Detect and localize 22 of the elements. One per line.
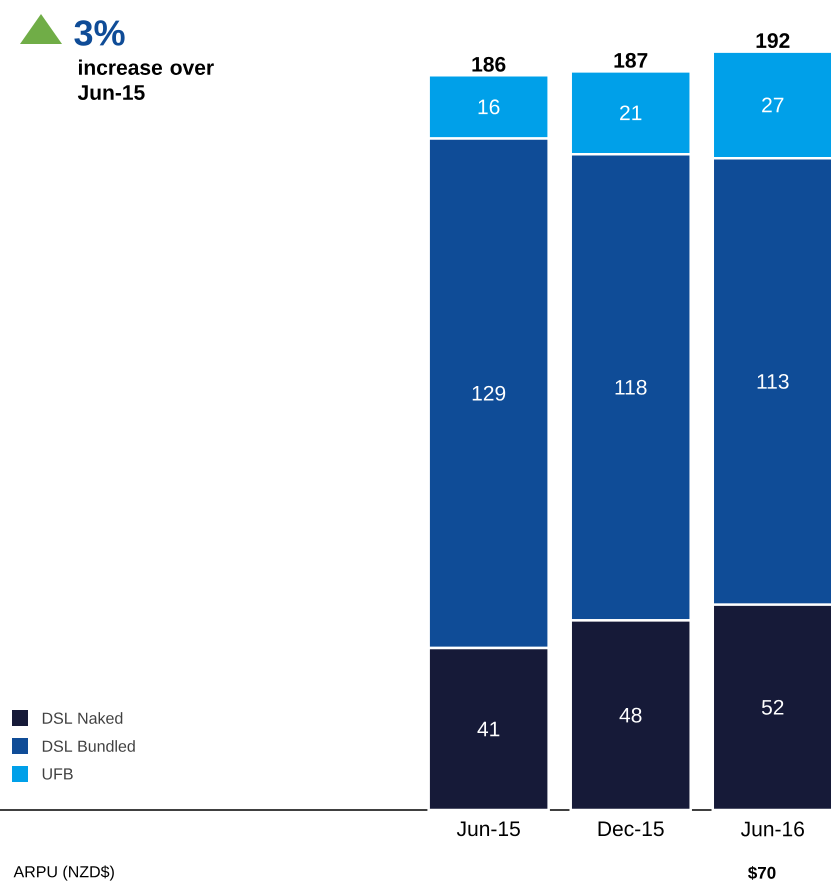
x-tick-label: Jun-15 — [456, 822, 520, 836]
x-tick-label: Jun-16 — [740, 822, 804, 836]
x-tick-label: Dec-15 — [598, 822, 664, 836]
text: 3% — [74, 20, 125, 46]
data-label: 48 — [620, 708, 642, 723]
legend-label: DSL Bundled — [42, 740, 135, 752]
text: increase over Jun-15 — [78, 60, 214, 100]
data-label: 52 — [762, 700, 784, 715]
total-label: 192 — [756, 33, 790, 48]
total-label: 186 — [472, 56, 506, 72]
text: ARPU (NZD$) — [14, 865, 114, 881]
total-label: 187 — [614, 52, 648, 68]
data-label: 27 — [762, 98, 784, 112]
data-label: 113 — [758, 374, 789, 389]
legend-label: UFB — [42, 768, 73, 780]
data-label: 41 — [477, 722, 500, 736]
data-label: 118 — [616, 380, 647, 395]
data-label: 129 — [472, 386, 506, 401]
data-label: 16 — [478, 99, 500, 114]
text: $70 — [748, 866, 776, 880]
data-label: 21 — [620, 105, 642, 120]
legend-label: DSL Naked — [42, 712, 122, 724]
